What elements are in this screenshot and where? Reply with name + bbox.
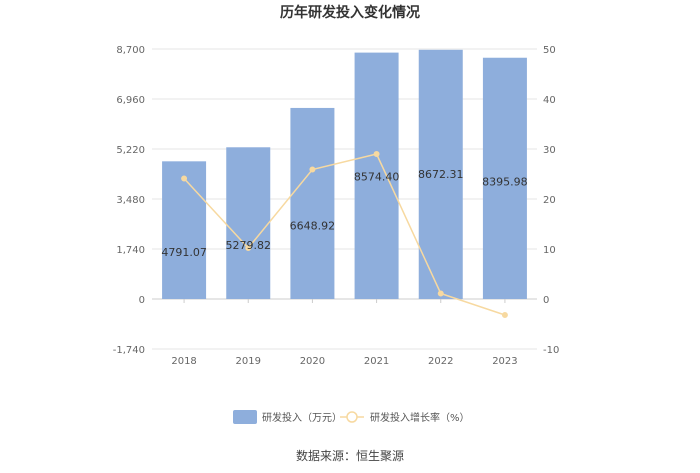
y-right-tick-label: 30	[543, 145, 556, 156]
y-right-axis: 50 40 30 20 10 0 -10	[543, 45, 559, 356]
x-tick-label: 2020	[300, 356, 325, 367]
growth-rate-point	[373, 151, 380, 157]
y-right-tick-label: 50	[543, 45, 556, 56]
bar	[418, 49, 463, 300]
bar-labels: 4791.07 5279.82 6648.92 8574.40 8672.31 8395.…	[161, 168, 527, 259]
y-left-tick-label: 6,960	[116, 95, 145, 106]
legend-bar-label: 研发投入（万元）	[262, 411, 342, 424]
y-left-tick-label: 3,480	[116, 195, 145, 206]
growth-rate-point	[181, 175, 188, 182]
x-axis: 2018 2019 2020 2021 2022 2023	[171, 299, 518, 367]
y-left-tick-label: 0	[139, 295, 145, 306]
growth-rate-line	[183, 153, 506, 316]
bar-value-label: 8395.98	[482, 176, 528, 189]
y-left-tick-label: 8,700	[116, 45, 145, 56]
legend-bar-swatch	[233, 410, 257, 424]
data-source: 数据来源：恒生聚源	[296, 448, 404, 463]
growth-rate-point	[245, 245, 252, 251]
y-right-tick-label: -10	[543, 345, 559, 356]
chart-title: 历年研发投入变化情况	[280, 4, 420, 21]
x-tick-label: 2018	[171, 356, 196, 367]
growth-rate-point	[437, 290, 444, 297]
y-left-axis: 8,700 6,960 5,220 3,480 1,740 0 -1,740	[113, 45, 145, 356]
bar	[290, 107, 335, 299]
y-right-tick-label: 0	[543, 295, 549, 306]
x-tick-label: 2023	[492, 356, 517, 367]
x-tick-label: 2021	[364, 356, 389, 367]
bar-value-label: 5279.82	[226, 239, 272, 252]
legend: 研发投入（万元） 研发投入增长率（%）	[233, 410, 470, 424]
legend-line-label: 研发投入增长率（%）	[370, 411, 470, 424]
bar	[482, 57, 527, 299]
bar-value-label: 8574.40	[354, 171, 400, 184]
bar-series	[162, 49, 527, 300]
x-tick-label: 2019	[236, 356, 261, 367]
y-left-tick-label: 1,740	[116, 245, 145, 256]
y-left-tick-label: -1,740	[113, 345, 145, 356]
x-tick-label: 2022	[428, 356, 453, 367]
bar-value-label: 4791.07	[161, 246, 207, 259]
bar-value-label: 6648.92	[290, 219, 336, 232]
y-left-tick-label: 5,220	[116, 145, 145, 156]
growth-rate-point	[309, 166, 316, 173]
legend-line-marker	[346, 411, 358, 423]
y-right-tick-label: 10	[543, 245, 556, 256]
grid-lines	[152, 48, 537, 350]
bar	[226, 147, 271, 299]
bar	[162, 161, 207, 299]
bar-value-label: 8672.31	[418, 168, 464, 181]
line-series	[181, 151, 508, 318]
growth-rate-point	[501, 312, 508, 318]
bar	[354, 52, 399, 300]
y-right-tick-label: 40	[543, 95, 556, 106]
y-right-tick-label: 20	[543, 195, 556, 206]
